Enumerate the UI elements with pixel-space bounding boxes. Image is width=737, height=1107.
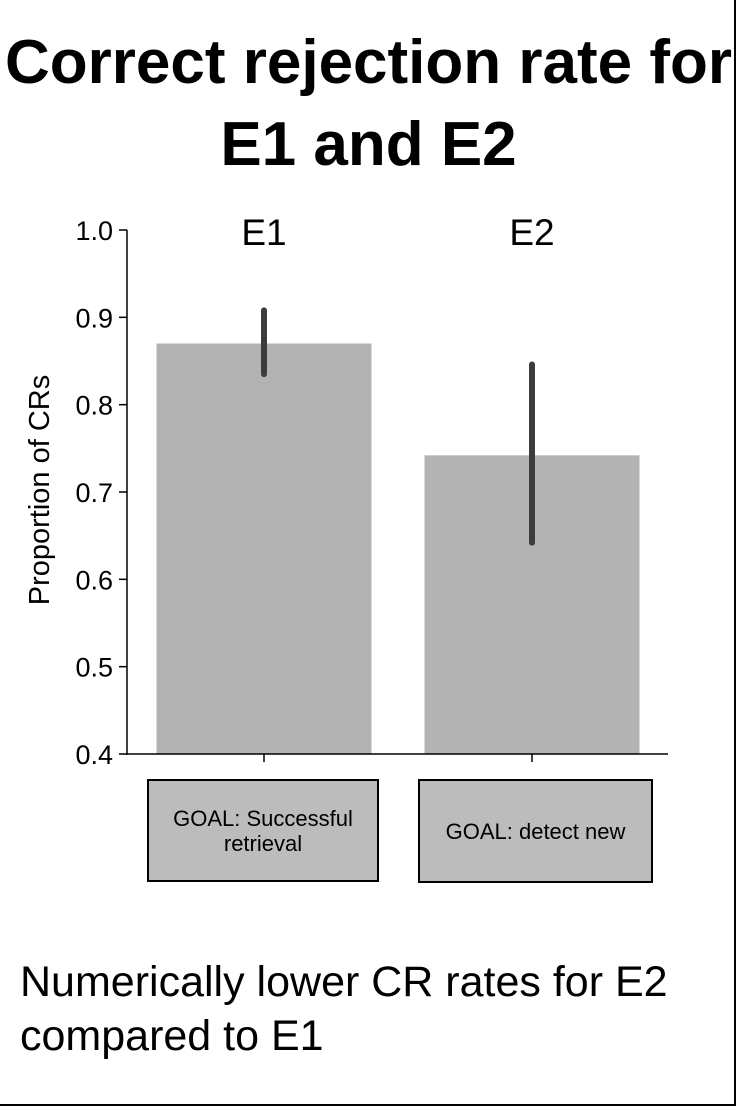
y-tick-label: 0.5 [75, 653, 113, 683]
condition-label-e1: E1 [241, 212, 286, 253]
y-tick-label: 0.7 [75, 478, 113, 508]
y-tick-label: 0.9 [75, 303, 113, 333]
y-tick-label: 0.4 [75, 740, 113, 770]
y-tick-label: 0.8 [75, 391, 113, 421]
condition-label-e2: E2 [509, 212, 554, 253]
y-tick-label: 1.0 [75, 216, 113, 246]
bar-chart: 0.4 0.5 0.6 0.7 0.8 0.9 1.0 E1 E2 Proportion o… [24, 212, 668, 770]
bar-e1 [156, 343, 372, 754]
y-axis-label: Proportion of CRs [24, 375, 56, 606]
y-tick-label: 0.6 [75, 565, 113, 595]
goal-box-e2: GOAL: detect new [418, 779, 653, 883]
goal-box-e1: GOAL: Successful retrieval [147, 779, 379, 882]
caption-text: Numerically lower CR rates for E2 compar… [20, 958, 668, 1060]
page-title: Correct rejection rate for E1 and E2 [5, 28, 732, 179]
